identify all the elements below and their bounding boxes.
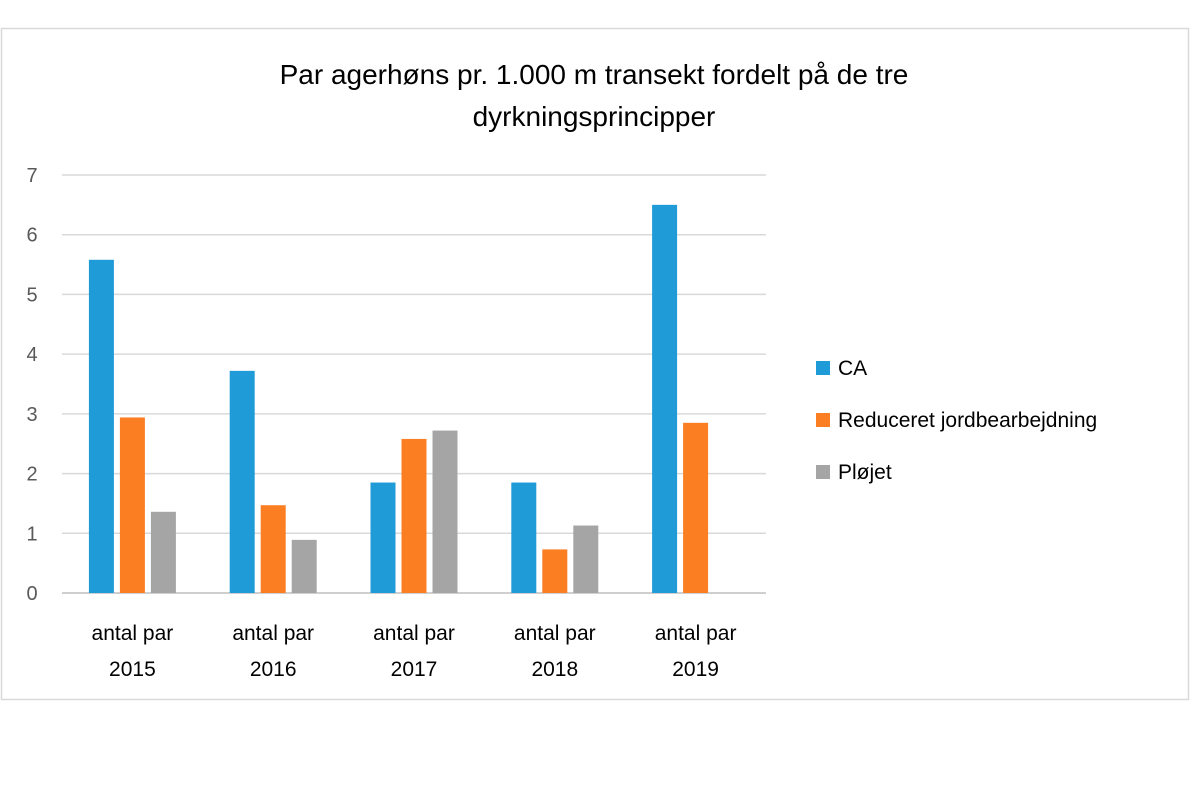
x-category-label: 2016 (250, 658, 297, 681)
chart-title-line-2: dyrkningsprincipper (473, 101, 716, 132)
bar-pl-jet-3 (573, 525, 599, 593)
bar-pl-jet-0 (150, 511, 176, 593)
x-category-label: antal par (373, 622, 455, 645)
gridlines (62, 174, 766, 594)
x-category-label: antal par (92, 622, 174, 645)
x-category-label: antal par (514, 622, 596, 645)
y-tick-label: 2 (26, 464, 37, 486)
x-category-label: 2015 (109, 658, 156, 681)
x-category-label: 2019 (672, 658, 719, 681)
bar-pl-jet-2 (432, 430, 458, 593)
bar-ca-1 (229, 370, 255, 593)
y-tick-label: 6 (26, 225, 37, 247)
bar-ca-0 (88, 259, 114, 593)
bar-reduceret-jordbearbejdning-0 (119, 417, 145, 593)
bar-reduceret-jordbearbejdning-3 (542, 549, 568, 593)
x-category-label: antal par (232, 622, 314, 645)
x-category-label: antal par (655, 622, 737, 645)
y-tick-label: 3 (26, 404, 37, 426)
y-tick-label: 1 (26, 523, 37, 545)
y-tick-label: 5 (26, 284, 37, 306)
y-tick-label: 0 (26, 583, 37, 605)
y-tick-label: 7 (26, 165, 37, 187)
bars (88, 204, 709, 593)
y-tick-label: 4 (26, 344, 37, 366)
legend-label: Reduceret jordbearbejdning (838, 409, 1097, 432)
x-axis: antal par 2015 antal par 2016 antal par 2017 a… (92, 622, 737, 681)
bar-ca-3 (511, 482, 537, 593)
legend-label: CA (838, 357, 867, 380)
x-category-label: 2018 (531, 658, 578, 681)
bar-pl-jet-1 (291, 539, 317, 593)
legend-swatch (816, 413, 830, 427)
chart-title-line-1: Par agerhøns pr. 1.000 m transekt fordel… (280, 59, 909, 90)
bar-ca-2 (370, 482, 396, 593)
bar-reduceret-jordbearbejdning-4 (683, 422, 709, 593)
legend-label: Pløjet (838, 461, 892, 484)
bar-reduceret-jordbearbejdning-1 (260, 505, 286, 593)
legend-swatch (816, 465, 830, 479)
bar-ca-4 (652, 204, 678, 593)
legend: CA Reduceret jordbearbejdning Pløjet (816, 357, 1097, 484)
bar-reduceret-jordbearbejdning-2 (401, 438, 427, 593)
y-axis: 0 1 2 3 4 5 6 7 (26, 165, 37, 605)
x-category-label: 2017 (391, 658, 438, 681)
legend-swatch (816, 361, 830, 375)
